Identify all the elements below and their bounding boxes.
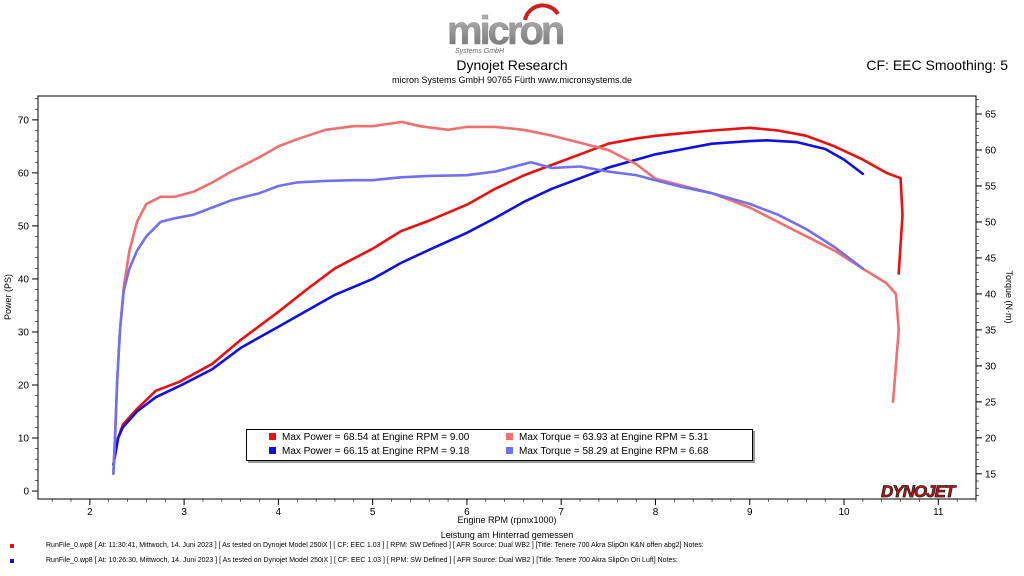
series-line-2 [112,139,865,466]
x-tick-label: 11 [933,507,944,518]
y-tick-label: 60 [18,168,30,179]
series-layer [112,120,904,476]
y-axis-label: Power (PS) [3,274,13,320]
y-tick-label: 40 [18,274,30,285]
run-color-dot [10,544,14,548]
x-tick-label: 6 [464,507,470,518]
y2-tick-label: 25 [985,397,997,408]
y-tick-label: 70 [18,115,30,126]
x-axis-label: Engine RPM (rpmx1000) [457,515,556,525]
y-axis-left: 0 10 20 30 40 50 60 70 [18,115,38,498]
legend-swatch [506,447,513,454]
legend-swatch [269,433,276,440]
y2-tick-label: 60 [985,145,997,156]
legend-item: Max Torque = 63.93 at Engine RPM = 5.31 [506,431,708,444]
x-tick-label: 5 [370,507,376,518]
y2-tick-label: 45 [985,253,997,264]
legend-swatch [269,447,276,454]
logo-red-arc [523,3,560,21]
y2-tick-label: 20 [985,433,997,444]
x-tick-label: 4 [276,507,282,518]
series-line-3 [112,120,901,476]
y2-axis-label: Torque (N·m) [1004,270,1014,323]
legend-label: Max Power = 68.54 at Engine RPM = 9.00 [282,432,470,443]
y-tick-label: 0 [23,487,29,498]
legend: Max Power = 68.54 at Engine RPM = 9.00 M… [246,429,753,461]
y2-tick-label: 15 [985,469,997,480]
x-tick-label: 10 [838,507,850,518]
y-tick-label: 30 [18,327,30,338]
legend-item: Max Power = 68.54 at Engine RPM = 9.00 [269,431,469,444]
y2-tick-label: 30 [985,361,997,372]
y-tick-label: 10 [18,434,30,445]
y-axis-right: 15 20 25 30 35 40 45 50 55 60 65 [976,109,997,480]
x-tick-label: 3 [181,507,187,518]
run-text: RunFile_0.wp8 [ At: 10:26:30, Mittwoch, … [46,557,678,564]
y-tick-label: 20 [18,380,30,391]
x-axis: 2 3 4 5 6 7 8 9 10 11 [87,499,944,518]
series-line-4 [112,160,865,476]
legend-item: Max Power = 66.15 at Engine RPM = 9.18 [269,445,469,458]
run-color-dot [10,559,14,563]
watermark: DYNOJET [881,482,957,501]
micron-logo: micron Systems GmbH [447,3,566,55]
y-tick-label: 50 [18,221,30,232]
chart-title: Dynojet Research [456,57,568,73]
x-tick-label: 9 [747,507,753,518]
legend-swatch [506,433,513,440]
x-axis-sublabel: Leistung am Hinterrad gemessen [441,530,574,540]
legend-item: Max Torque = 58.29 at Engine RPM = 6.68 [506,445,708,458]
x-tick-label: 7 [558,507,564,518]
logo-wordmark: micron [447,9,563,53]
y2-tick-label: 35 [985,325,997,336]
legend-label: Max Torque = 63.93 at Engine RPM = 5.31 [519,432,709,443]
chart-subtitle: micron Systems GmbH 90765 Fürth www.micr… [391,75,633,85]
smoothing-label: CF: EEC Smoothing: 5 [866,57,1008,73]
legend-label: Max Power = 66.15 at Engine RPM = 9.18 [282,446,470,457]
logo-subtext: Systems GmbH [455,48,505,55]
y2-tick-label: 50 [985,217,997,228]
x-tick-label: 2 [87,507,93,518]
x-tick-label: 8 [653,507,659,518]
y2-tick-label: 55 [985,181,997,192]
series-line-1 [112,126,904,466]
legend-label: Max Torque = 58.29 at Engine RPM = 6.68 [519,446,709,457]
y2-tick-label: 40 [985,289,997,300]
y2-tick-label: 65 [985,109,997,120]
run-text: RunFile_0.wp8 [ At: 11:30:41, Mittwoch, … [46,542,704,549]
